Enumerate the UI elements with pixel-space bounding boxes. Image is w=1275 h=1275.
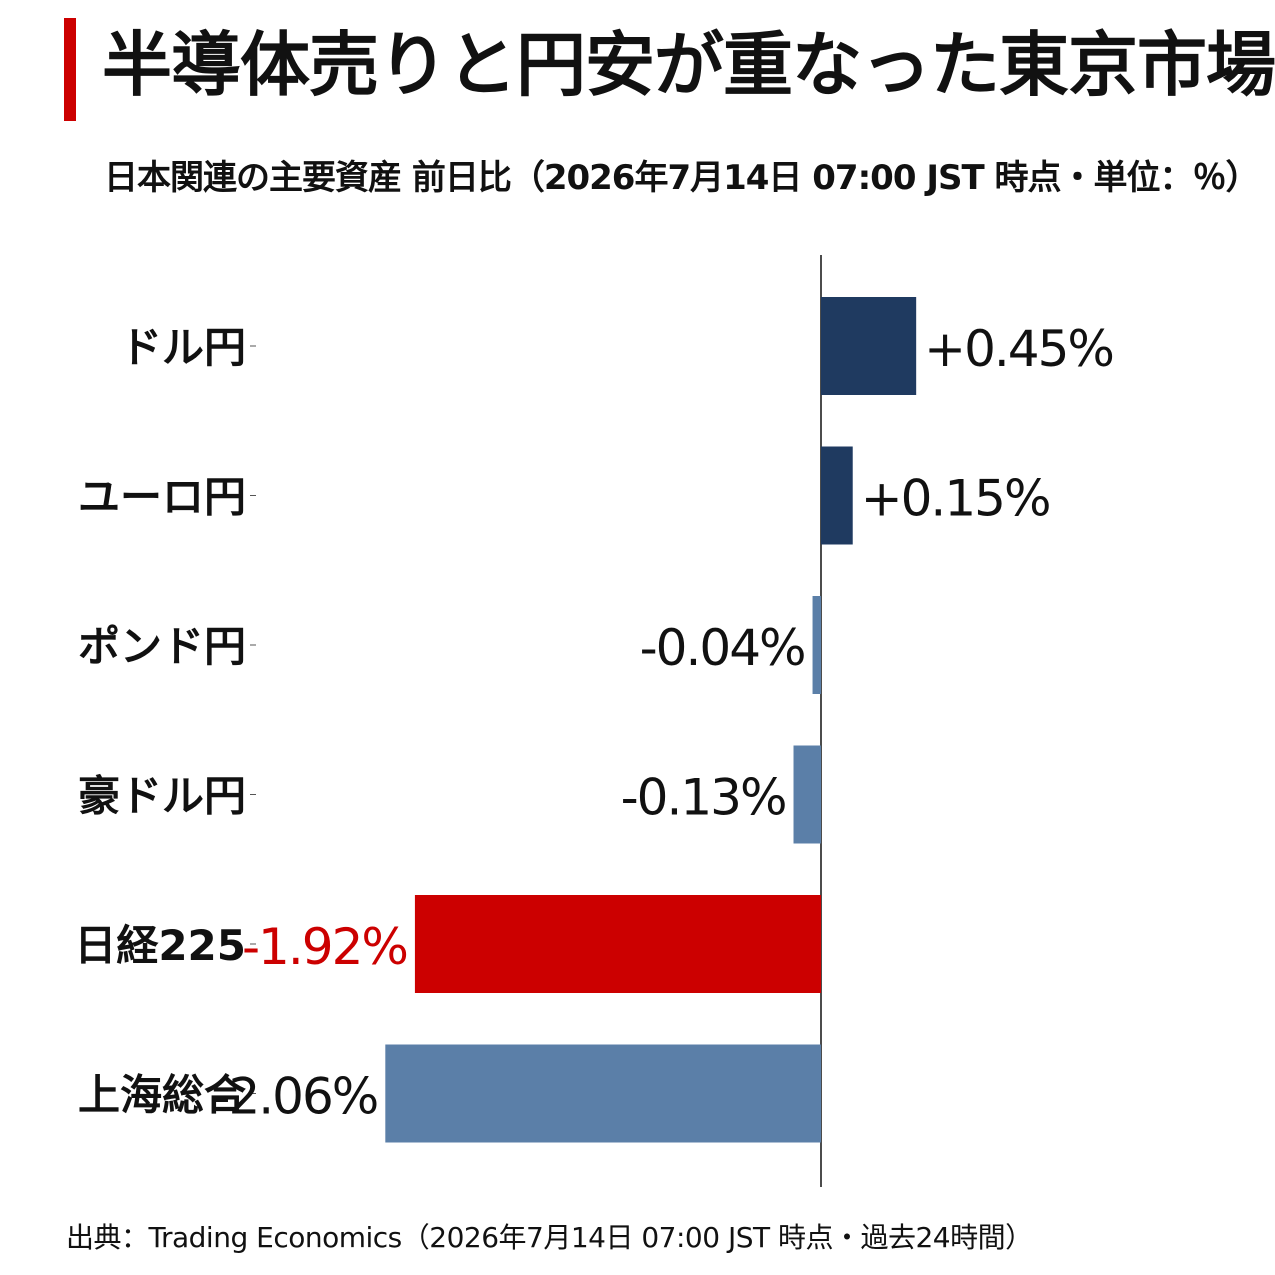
title-accent-bar bbox=[64, 18, 76, 121]
bar-3 bbox=[793, 745, 821, 844]
source-note: 出典：Trading Economics（2026年7月14日 07:00 JS… bbox=[66, 1221, 1033, 1254]
data-label-3: -0.13% bbox=[621, 769, 786, 827]
category-label-4: 日経225 bbox=[74, 921, 246, 970]
category-label-2: ポンド円 bbox=[78, 622, 246, 671]
category-label-5: 上海総合 bbox=[78, 1071, 246, 1120]
bar-4 bbox=[414, 895, 821, 993]
page-title: 半導体売りと円安が重なった東京市場 bbox=[102, 24, 1275, 106]
bar-2 bbox=[812, 596, 821, 694]
category-label-0: ドル円 bbox=[120, 323, 246, 372]
data-label-0: +0.45% bbox=[924, 320, 1113, 378]
chart-subtitle: 日本関連の主要資産 前日比（2026年7月14日 07:00 JST 時点・単位… bbox=[104, 158, 1260, 198]
category-label-1: ユーロ円 bbox=[78, 473, 246, 522]
bar-0 bbox=[821, 297, 917, 395]
data-label-1: +0.15% bbox=[861, 470, 1050, 528]
data-label-5: -2.06% bbox=[212, 1068, 377, 1126]
bar-5 bbox=[385, 1044, 821, 1143]
category-label-3: 豪ドル円 bbox=[78, 772, 246, 821]
data-label-4: -1.92% bbox=[242, 918, 407, 976]
bar-1 bbox=[821, 446, 853, 545]
data-label-2: -0.04% bbox=[640, 619, 805, 677]
